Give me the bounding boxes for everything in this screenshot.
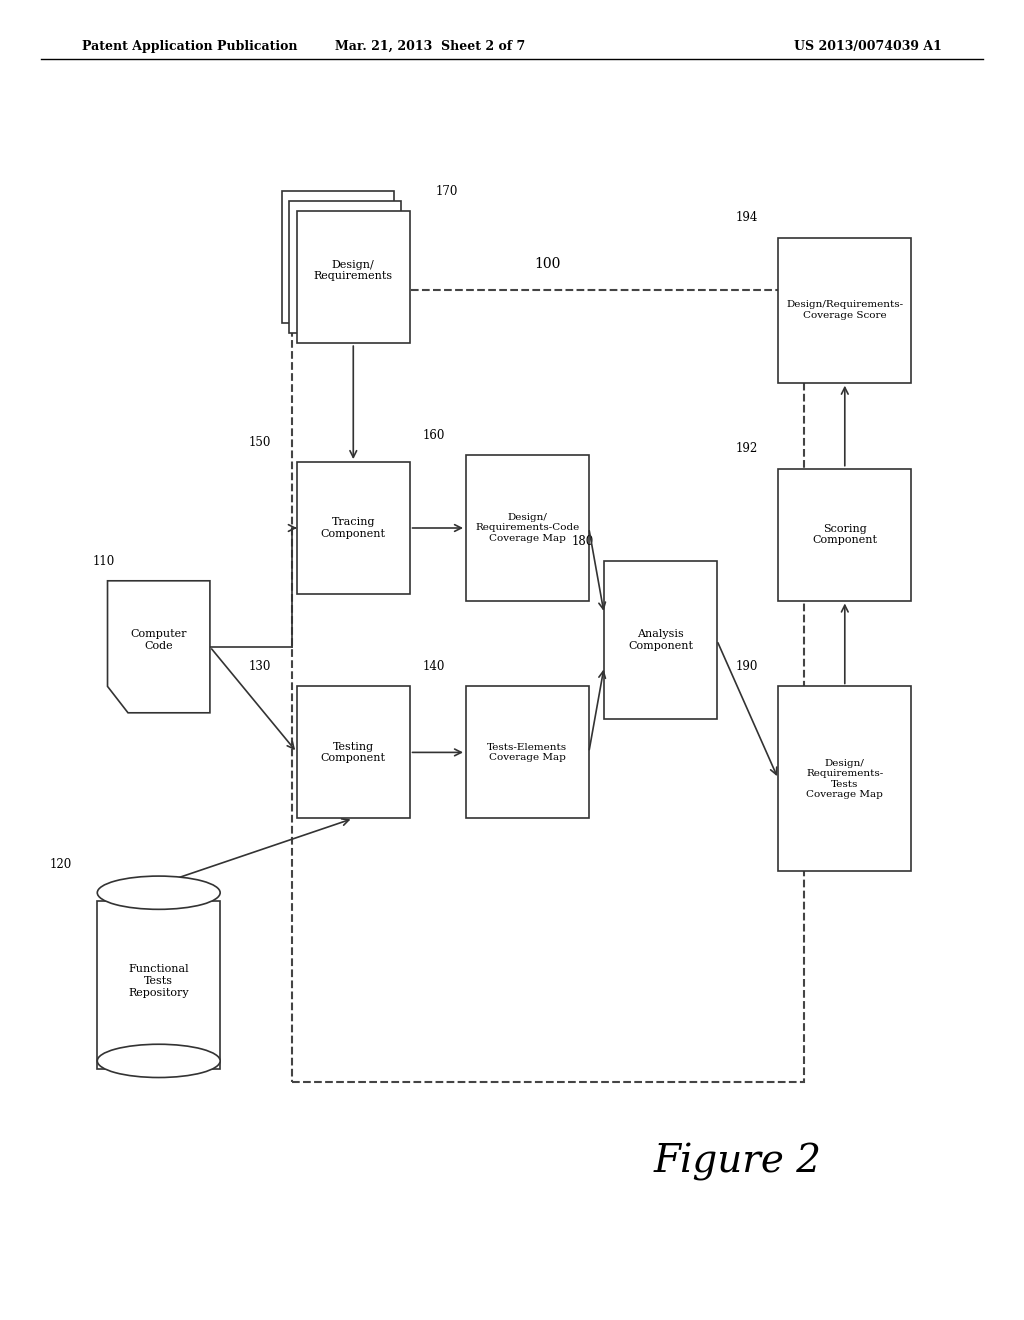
Text: 160: 160	[423, 429, 445, 442]
Text: 120: 120	[49, 858, 72, 871]
PathPatch shape	[108, 581, 210, 713]
FancyBboxPatch shape	[297, 462, 410, 594]
Text: 190: 190	[735, 660, 758, 673]
FancyBboxPatch shape	[282, 191, 394, 323]
FancyBboxPatch shape	[778, 238, 911, 383]
Text: Tracing
Component: Tracing Component	[321, 517, 386, 539]
Ellipse shape	[97, 876, 220, 909]
Text: Testing
Component: Testing Component	[321, 742, 386, 763]
Text: Scoring
Component: Scoring Component	[812, 524, 878, 545]
Text: Design/
Requirements-
Tests
Coverage Map: Design/ Requirements- Tests Coverage Map	[806, 759, 884, 799]
FancyBboxPatch shape	[466, 686, 589, 818]
Text: Design/
Requirements: Design/ Requirements	[313, 260, 393, 281]
FancyBboxPatch shape	[97, 902, 220, 1069]
FancyBboxPatch shape	[466, 455, 589, 601]
Text: 130: 130	[249, 660, 271, 673]
Text: 192: 192	[735, 442, 758, 455]
Text: Functional
Tests
Repository: Functional Tests Repository	[128, 965, 189, 998]
Text: 150: 150	[249, 436, 271, 449]
Text: 194: 194	[735, 211, 758, 224]
Text: US 2013/0074039 A1: US 2013/0074039 A1	[795, 40, 942, 53]
Text: 180: 180	[571, 535, 594, 548]
Text: Mar. 21, 2013  Sheet 2 of 7: Mar. 21, 2013 Sheet 2 of 7	[335, 40, 525, 53]
FancyBboxPatch shape	[297, 686, 410, 818]
FancyBboxPatch shape	[289, 201, 401, 333]
Text: Patent Application Publication: Patent Application Publication	[82, 40, 297, 53]
Text: Design/
Requirements-Code
Coverage Map: Design/ Requirements-Code Coverage Map	[475, 513, 580, 543]
Text: Computer
Code: Computer Code	[130, 630, 187, 651]
FancyBboxPatch shape	[778, 469, 911, 601]
Text: 110: 110	[92, 554, 115, 568]
Text: Figure 2: Figure 2	[653, 1143, 821, 1180]
FancyBboxPatch shape	[778, 686, 911, 871]
FancyBboxPatch shape	[604, 561, 717, 719]
FancyBboxPatch shape	[297, 211, 410, 343]
Text: 100: 100	[535, 256, 561, 271]
Text: Analysis
Component: Analysis Component	[628, 630, 693, 651]
Text: Design/Requirements-
Coverage Score: Design/Requirements- Coverage Score	[786, 301, 903, 319]
Text: 170: 170	[435, 185, 458, 198]
Text: 140: 140	[423, 660, 445, 673]
Ellipse shape	[97, 1044, 220, 1077]
Text: Tests-Elements
Coverage Map: Tests-Elements Coverage Map	[487, 743, 567, 762]
